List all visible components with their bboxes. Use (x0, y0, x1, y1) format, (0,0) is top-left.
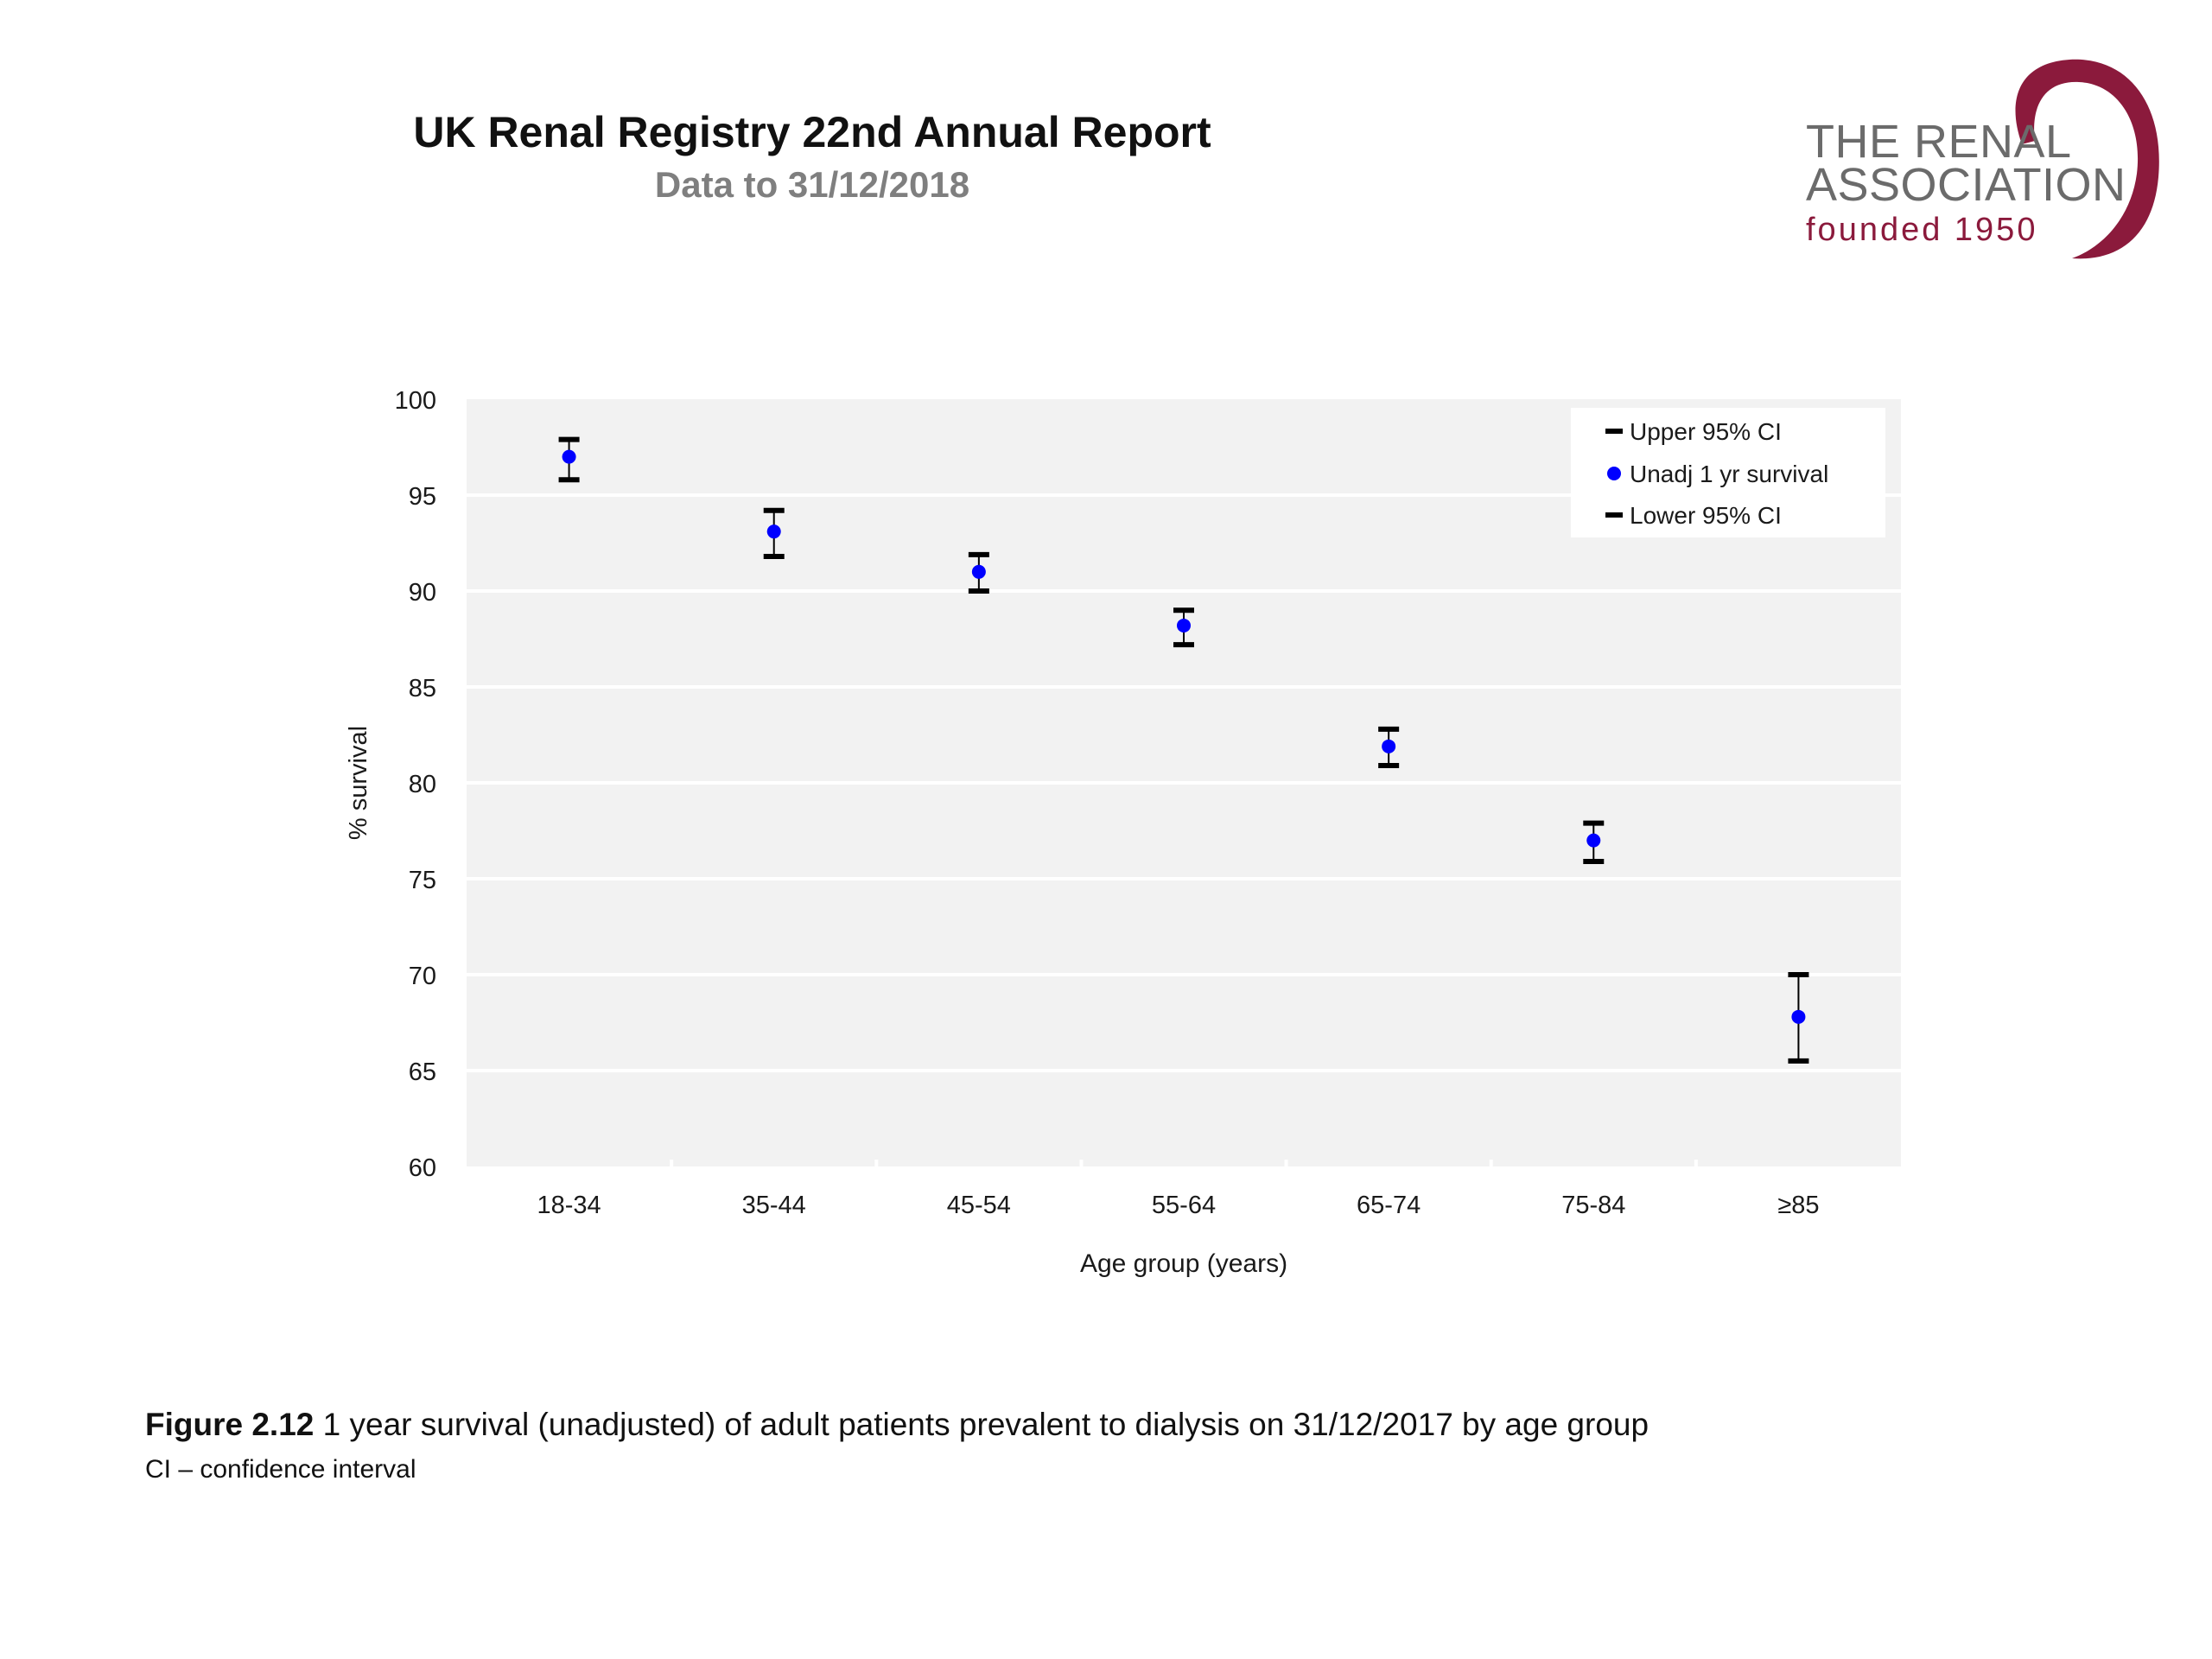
y-tick-label: 65 (409, 1058, 436, 1086)
x-tick-label: 65-74 (1357, 1192, 1421, 1219)
survival-chart: 60 65 70 75 80 85 90 95 100 18-34 35-44 45-54 55-64 6… (345, 387, 1901, 1278)
survival-point (1382, 739, 1396, 753)
y-tick-label: 70 (409, 963, 436, 990)
legend-label: Unadj 1 yr survival (1630, 461, 1828, 487)
survival-point (766, 524, 781, 539)
x-tick-label: 55-64 (1152, 1192, 1216, 1219)
survival-point (1586, 833, 1601, 848)
legend-point-marker (1607, 467, 1621, 480)
survival-point (562, 449, 576, 464)
y-axis-title: % survival (345, 726, 372, 840)
survival-point (971, 564, 986, 579)
survival-point (1177, 618, 1191, 632)
y-tick-label: 100 (395, 387, 436, 415)
figure-caption: Figure 2.12 1 year survival (unadjusted)… (145, 1407, 1649, 1443)
page-title: UK Renal Registry 22nd Annual Report (413, 108, 1211, 156)
page-subtitle: Data to 31/12/2018 (654, 164, 970, 205)
legend-label: Lower 95% CI (1630, 502, 1782, 529)
y-tick-label: 85 (409, 675, 436, 702)
renal-association-logo: THE RENAL ASSOCIATION founded 1950 (1797, 48, 2177, 272)
x-tick-label: 18-34 (537, 1192, 601, 1219)
x-tick-label: ≥85 (1777, 1192, 1819, 1219)
figure-caption-text: 1 year survival (unadjusted) of adult pa… (314, 1407, 1649, 1442)
x-tick-label: 35-44 (742, 1192, 806, 1219)
legend-box (1571, 408, 1885, 537)
caption-note: CI – confidence interval (145, 1455, 416, 1484)
x-tick-label: 75-84 (1561, 1192, 1625, 1219)
y-tick-label: 95 (409, 483, 436, 511)
legend-label: Upper 95% CI (1630, 418, 1782, 445)
y-tick-label: 75 (409, 867, 436, 894)
logo-text-line1: THE RENAL (1806, 116, 2072, 168)
y-tick-label: 90 (409, 579, 436, 607)
y-tick-label: 80 (409, 771, 436, 798)
logo-text-line2: ASSOCIATION (1806, 159, 2126, 211)
logo-swoosh-icon (2015, 59, 2159, 259)
survival-point (1791, 1009, 1806, 1024)
figure-label: Figure 2.12 (145, 1407, 315, 1442)
logo-text-line3: founded 1950 (1806, 212, 2038, 248)
x-axis-title: Age group (years) (1080, 1249, 1287, 1278)
x-tick-label: 45-54 (947, 1192, 1011, 1219)
y-tick-label: 60 (409, 1154, 436, 1182)
